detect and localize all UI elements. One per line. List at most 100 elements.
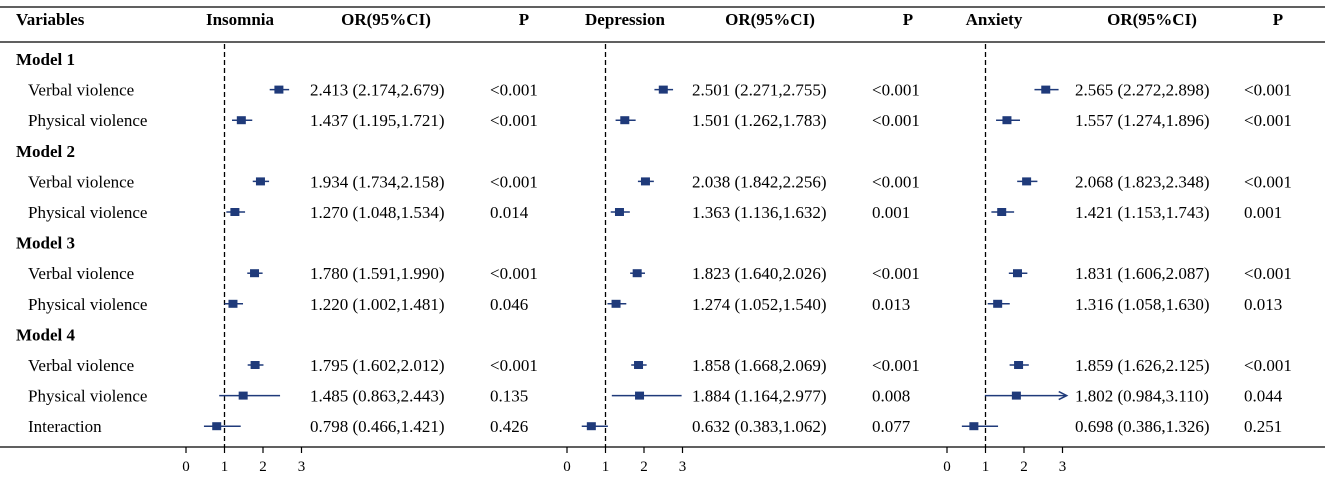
point-marker xyxy=(230,208,240,216)
row-label: Physical violence xyxy=(28,111,147,130)
or-ci-value: 1.485 (0.863,2.443) xyxy=(310,387,445,406)
axis-tick-label: 2 xyxy=(1020,459,1028,475)
or-ci-value: 1.270 (1.048,1.534) xyxy=(310,203,445,222)
header-outcome-anxiety: Anxiety xyxy=(966,10,1023,29)
row-label: Physical violence xyxy=(28,387,147,406)
point-marker xyxy=(1022,177,1032,186)
or-ci-value: 2.038 (1.842,2.256) xyxy=(692,172,827,191)
axis-tick-label: 0 xyxy=(182,459,190,475)
or-ci-value: 1.557 (1.274,1.896) xyxy=(1075,111,1210,130)
axis-tick-label: 1 xyxy=(982,459,990,475)
or-ci-value: 0.698 (0.386,1.326) xyxy=(1075,417,1210,436)
point-marker xyxy=(658,85,668,94)
p-value: 0.008 xyxy=(872,387,910,406)
or-ci-value: 1.363 (1.136,1.632) xyxy=(692,203,827,222)
p-value: 0.001 xyxy=(872,203,910,222)
point-marker xyxy=(1002,116,1012,125)
p-value: <0.001 xyxy=(1244,111,1292,130)
point-marker xyxy=(640,177,650,186)
p-value: <0.001 xyxy=(872,264,920,283)
axis-tick-label: 0 xyxy=(943,459,951,475)
row-label: Physical violence xyxy=(28,295,147,314)
point-marker xyxy=(236,116,246,125)
header-p: P xyxy=(1273,10,1283,29)
header-or-ci: OR(95%CI) xyxy=(1107,10,1197,29)
model-label: Model 2 xyxy=(16,142,75,161)
p-value: 0.044 xyxy=(1244,387,1283,406)
p-value: <0.001 xyxy=(490,81,538,100)
point-marker xyxy=(1011,391,1021,400)
row-label: Verbal violence xyxy=(28,264,134,283)
point-marker xyxy=(1014,361,1024,369)
p-value: 0.013 xyxy=(1244,295,1282,314)
axis-tick-label: 2 xyxy=(259,459,267,475)
or-ci-value: 1.934 (1.734,2.158) xyxy=(310,172,445,191)
p-value: <0.001 xyxy=(1244,81,1292,100)
axis-tick-label: 3 xyxy=(679,459,687,475)
point-marker xyxy=(212,422,222,431)
p-value: <0.001 xyxy=(872,172,920,191)
p-value: 0.001 xyxy=(1244,203,1282,222)
header-or-ci: OR(95%CI) xyxy=(725,10,815,29)
model-label: Model 4 xyxy=(16,325,76,344)
point-marker xyxy=(997,208,1007,216)
or-ci-value: 1.884 (1.164,2.977) xyxy=(692,387,827,406)
point-marker xyxy=(1012,269,1022,278)
row-label: Verbal violence xyxy=(28,356,134,375)
header-variables: Variables xyxy=(16,10,85,29)
point-marker xyxy=(635,391,645,400)
or-ci-value: 1.823 (1.640,2.026) xyxy=(692,264,827,283)
or-ci-value: 1.795 (1.602,2.012) xyxy=(310,356,445,375)
row-label: Interaction xyxy=(28,417,102,436)
p-value: 0.426 xyxy=(490,417,528,436)
or-ci-value: 1.802 (0.984,3.110) xyxy=(1075,387,1209,406)
p-value: <0.001 xyxy=(490,111,538,130)
point-marker xyxy=(238,391,248,400)
p-value: <0.001 xyxy=(490,264,538,283)
p-value: <0.001 xyxy=(1244,264,1292,283)
or-ci-value: 1.501 (1.262,1.783) xyxy=(692,111,827,130)
ci-arrow xyxy=(1058,390,1069,401)
or-ci-value: 1.274 (1.052,1.540) xyxy=(692,295,827,314)
p-value: <0.001 xyxy=(872,81,920,100)
header-p: P xyxy=(903,10,913,29)
or-ci-value: 1.437 (1.195,1.721) xyxy=(310,111,445,130)
axis-tick-label: 1 xyxy=(602,459,610,475)
header-outcome-depression: Depression xyxy=(585,10,666,29)
point-marker xyxy=(250,269,260,278)
p-value: 0.014 xyxy=(490,203,529,222)
axis-tick-label: 2 xyxy=(640,459,648,475)
header-outcome-insomnia: Insomnia xyxy=(206,10,275,29)
or-ci-value: 1.316 (1.058,1.630) xyxy=(1075,295,1210,314)
header-p: P xyxy=(519,10,529,29)
row-label: Physical violence xyxy=(28,203,147,222)
p-value: <0.001 xyxy=(872,111,920,130)
or-ci-value: 1.859 (1.626,2.125) xyxy=(1075,356,1210,375)
or-ci-value: 2.068 (1.823,2.348) xyxy=(1075,172,1210,191)
axis-tick-label: 3 xyxy=(1059,459,1067,475)
point-marker xyxy=(634,361,644,369)
p-value: 0.135 xyxy=(490,387,528,406)
point-marker xyxy=(993,299,1003,308)
point-marker xyxy=(250,361,260,369)
point-marker xyxy=(228,299,238,308)
row-label: Verbal violence xyxy=(28,172,134,191)
or-ci-value: 1.220 (1.002,1.481) xyxy=(310,295,445,314)
axis-tick-label: 3 xyxy=(298,459,306,475)
p-value: <0.001 xyxy=(490,356,538,375)
point-marker xyxy=(274,85,284,94)
p-value: 0.251 xyxy=(1244,417,1282,436)
or-ci-value: 0.798 (0.466,1.421) xyxy=(310,417,445,436)
or-ci-value: 1.858 (1.668,2.069) xyxy=(692,356,827,375)
point-marker xyxy=(969,422,979,431)
point-marker xyxy=(586,422,596,431)
or-ci-value: 1.780 (1.591,1.990) xyxy=(310,264,445,283)
point-marker xyxy=(614,208,624,216)
or-ci-value: 1.421 (1.153,1.743) xyxy=(1075,203,1210,222)
p-value: <0.001 xyxy=(872,356,920,375)
point-marker xyxy=(255,177,265,186)
or-ci-value: 2.413 (2.174,2.679) xyxy=(310,81,445,100)
point-marker xyxy=(620,116,630,125)
point-marker xyxy=(611,299,621,308)
p-value: <0.001 xyxy=(1244,356,1292,375)
